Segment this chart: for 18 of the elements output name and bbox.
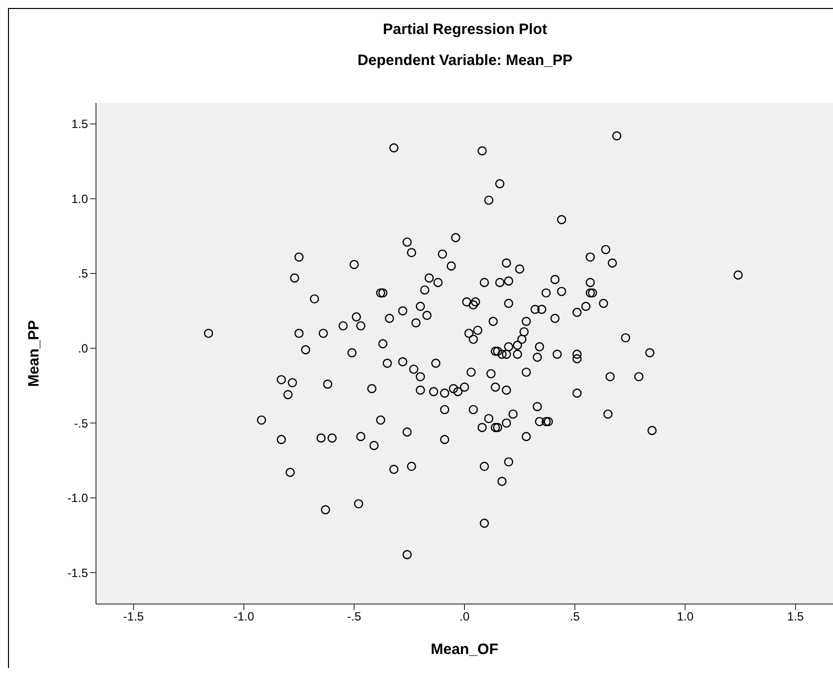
y-axis-title: Mean_PP [25, 320, 42, 387]
x-tick-label: .0 [459, 610, 470, 624]
y-tick-label: -1.5 [67, 566, 88, 580]
y-tick-label: .0 [78, 342, 88, 356]
x-axis-title: Mean_OF [430, 641, 498, 658]
x-tick-label: -1.0 [234, 610, 254, 624]
y-tick-label: 1.5 [71, 117, 88, 132]
y-tick-label: -.5 [74, 416, 88, 430]
chart-subtitle: Dependent Variable: Mean_PP [356, 52, 574, 69]
x-tick-label: 1.0 [676, 610, 694, 624]
y-tick-label: -1.0 [67, 491, 88, 506]
x-tick-label: -1.5 [123, 610, 144, 624]
x-tick-label: .5 [570, 610, 580, 624]
y-tick-label: .5 [78, 266, 88, 281]
chart-title: Partial Regression Plot [382, 21, 548, 38]
x-tick-label: -.5 [347, 610, 362, 624]
y-tick-label: 1.0 [71, 192, 88, 206]
x-tick-label: 1.5 [787, 610, 804, 624]
